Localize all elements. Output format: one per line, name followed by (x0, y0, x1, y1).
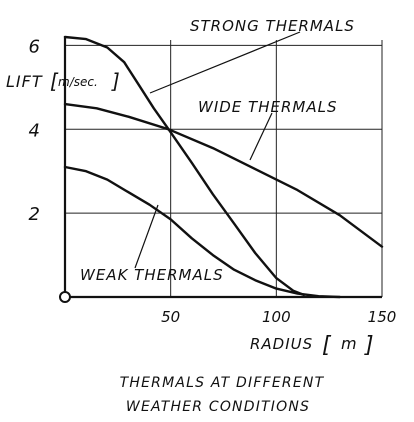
y-axis-unit: m/sec. (58, 75, 98, 89)
series-line-strong-thermals (63, 35, 305, 297)
x-axis-bracket-close: ] (364, 333, 374, 358)
strong-thermals-label: STRONG THERMALS (190, 17, 355, 35)
weak-thermals-leader (134, 204, 159, 269)
wide-thermals-label: WIDE THERMALS (198, 98, 337, 116)
caption-line-1: THERMALS AT DIFFERENT (120, 375, 325, 391)
y-tick-label-2: 2 (29, 204, 40, 225)
y-tick-label-4: 4 (29, 120, 40, 141)
x-axis-unit: m (341, 334, 357, 353)
weak-thermals-label: WEAK THERMALS (80, 266, 224, 284)
grid-layer (65, 40, 383, 297)
curve-layer (63, 35, 384, 299)
series-line-weak-thermals (63, 165, 341, 299)
y-tick-label-6: 6 (29, 36, 40, 57)
y-axis-label: LIFT (6, 72, 43, 91)
x-axis-bracket-open: [ (322, 333, 332, 358)
y-axis-bracket-open: [ (50, 69, 59, 93)
x-tick-label-50: 50 (161, 308, 180, 326)
origin-marker (59, 291, 71, 303)
strong-thermals-leader (149, 31, 301, 94)
x-axis-label: RADIUS (250, 335, 313, 353)
x-tick-label-100: 100 (262, 308, 291, 326)
wide-thermals-leader (249, 112, 273, 161)
y-axis-bracket-close: ] (111, 69, 120, 93)
x-tick-label-150: 150 (368, 308, 397, 326)
caption-line-2: WEATHER CONDITIONS (126, 399, 310, 415)
series-line-wide-thermals (63, 102, 384, 248)
axis-layer: 50 100 150 2 4 6 (29, 36, 397, 326)
